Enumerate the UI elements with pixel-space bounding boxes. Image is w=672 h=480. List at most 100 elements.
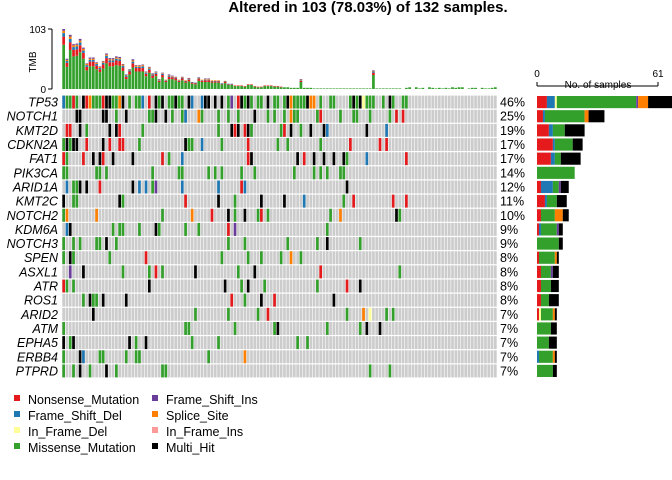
empty-cell bbox=[444, 293, 448, 307]
empty-cell bbox=[85, 208, 89, 222]
tmb-bar-segment bbox=[355, 88, 359, 89]
empty-cell bbox=[68, 322, 72, 335]
tmb-bar-segment bbox=[141, 68, 145, 72]
tmb-bar-segment bbox=[312, 88, 316, 89]
empty-cell bbox=[375, 293, 379, 307]
tmb-bar-segment bbox=[167, 76, 171, 80]
empty-cell bbox=[171, 364, 174, 378]
empty-cell bbox=[292, 336, 296, 350]
tmb-bar-segment bbox=[187, 77, 191, 79]
mutation-cell-tp53-missense_mutation bbox=[134, 95, 138, 109]
side-bar-notch1-nonsense_mutation bbox=[537, 110, 543, 123]
empty-cell bbox=[194, 95, 197, 109]
mutation-cell-kdm6a-missense_mutation bbox=[111, 222, 115, 236]
empty-cell bbox=[414, 138, 418, 151]
empty-cell bbox=[121, 208, 125, 222]
mutation-cell-tp53-missense_mutation bbox=[227, 95, 230, 109]
empty-cell bbox=[138, 208, 141, 222]
empty-cell bbox=[266, 293, 270, 307]
empty-cell bbox=[151, 152, 154, 166]
empty-cell bbox=[85, 336, 89, 350]
tmb-bar-segment bbox=[118, 56, 122, 59]
empty-cell bbox=[316, 194, 319, 208]
empty-cell bbox=[115, 279, 118, 293]
empty-cell bbox=[457, 194, 461, 208]
mutation-cell-tp53-splice_site bbox=[118, 95, 122, 109]
empty-cell bbox=[355, 194, 359, 208]
empty-cell bbox=[197, 123, 201, 137]
mutation-cell-tp53-multi_hit bbox=[266, 95, 270, 109]
empty-cell bbox=[174, 265, 178, 279]
empty-cell bbox=[223, 336, 227, 350]
empty-cell bbox=[171, 208, 174, 222]
tmb-bar-segment bbox=[385, 88, 388, 89]
empty-cell bbox=[204, 350, 207, 364]
empty-cell bbox=[220, 222, 224, 236]
mutation-cell-arid2-splice_site bbox=[362, 307, 365, 321]
empty-cell bbox=[240, 138, 243, 151]
empty-cell bbox=[418, 166, 421, 180]
empty-cell bbox=[118, 336, 122, 350]
empty-cell bbox=[434, 194, 438, 208]
tmb-bar-segment bbox=[299, 80, 303, 81]
empty-cell bbox=[299, 166, 303, 180]
mutation-cell-kmt2d-missense_mutation bbox=[141, 123, 145, 137]
mutation-cell-pik3ca-missense_mutation bbox=[207, 166, 210, 180]
empty-cell bbox=[306, 123, 309, 137]
side-bar-erbb4-splice_site bbox=[552, 350, 555, 363]
empty-cell bbox=[85, 152, 89, 166]
legend-label-in_frame_del: In_Frame_Del bbox=[28, 425, 107, 439]
tmb-bar-segment bbox=[134, 71, 138, 89]
empty-cell bbox=[273, 166, 276, 180]
empty-cell bbox=[233, 364, 237, 378]
mutation-cell-epha5-missense_mutation bbox=[190, 336, 194, 350]
empty-cell bbox=[461, 166, 464, 180]
empty-cell bbox=[207, 237, 210, 251]
empty-cell bbox=[184, 95, 187, 109]
empty-cell bbox=[111, 364, 115, 378]
tmb-bar-segment bbox=[164, 79, 168, 81]
empty-cell bbox=[299, 364, 303, 378]
empty-cell bbox=[484, 208, 487, 222]
side-bar-tp53-missense_mutation bbox=[556, 96, 637, 109]
empty-cell bbox=[131, 208, 135, 222]
empty-cell bbox=[134, 222, 138, 236]
empty-cell bbox=[121, 180, 125, 194]
empty-cell bbox=[250, 166, 253, 180]
empty-cell bbox=[161, 109, 164, 123]
empty-cell bbox=[447, 123, 451, 137]
tmb-bar-segment bbox=[220, 84, 224, 89]
empty-cell bbox=[227, 293, 230, 307]
empty-cell bbox=[164, 138, 168, 151]
empty-cell bbox=[302, 180, 306, 194]
tmb-bar-segment bbox=[88, 61, 92, 67]
empty-cell bbox=[250, 109, 253, 123]
mutation-cell-arid2-missense_mutation bbox=[391, 307, 395, 321]
empty-cell bbox=[108, 322, 112, 335]
empty-cell bbox=[230, 307, 234, 321]
chart-title: Altered in 103 (78.03%) of 132 samples. bbox=[228, 0, 507, 16]
empty-cell bbox=[250, 336, 253, 350]
empty-cell bbox=[494, 166, 497, 180]
empty-cell bbox=[187, 251, 191, 265]
empty-cell bbox=[494, 307, 497, 321]
empty-cell bbox=[362, 364, 365, 378]
empty-cell bbox=[164, 95, 168, 109]
empty-cell bbox=[108, 237, 112, 251]
empty-cell bbox=[477, 293, 481, 307]
empty-cell bbox=[316, 123, 319, 137]
empty-cell bbox=[441, 222, 444, 236]
empty-cell bbox=[451, 109, 454, 123]
empty-cell bbox=[375, 123, 379, 137]
tmb-bar-segment bbox=[269, 86, 273, 89]
empty-cell bbox=[207, 364, 210, 378]
empty-cell bbox=[75, 237, 79, 251]
empty-cell bbox=[487, 364, 491, 378]
empty-cell bbox=[335, 222, 339, 236]
mutation-cell-kmt2c-multi_hit bbox=[283, 194, 286, 208]
empty-cell bbox=[335, 166, 339, 180]
tmb-bar-segment bbox=[72, 47, 75, 50]
empty-cell bbox=[408, 180, 412, 194]
empty-cell bbox=[421, 279, 425, 293]
empty-cell bbox=[253, 307, 257, 321]
